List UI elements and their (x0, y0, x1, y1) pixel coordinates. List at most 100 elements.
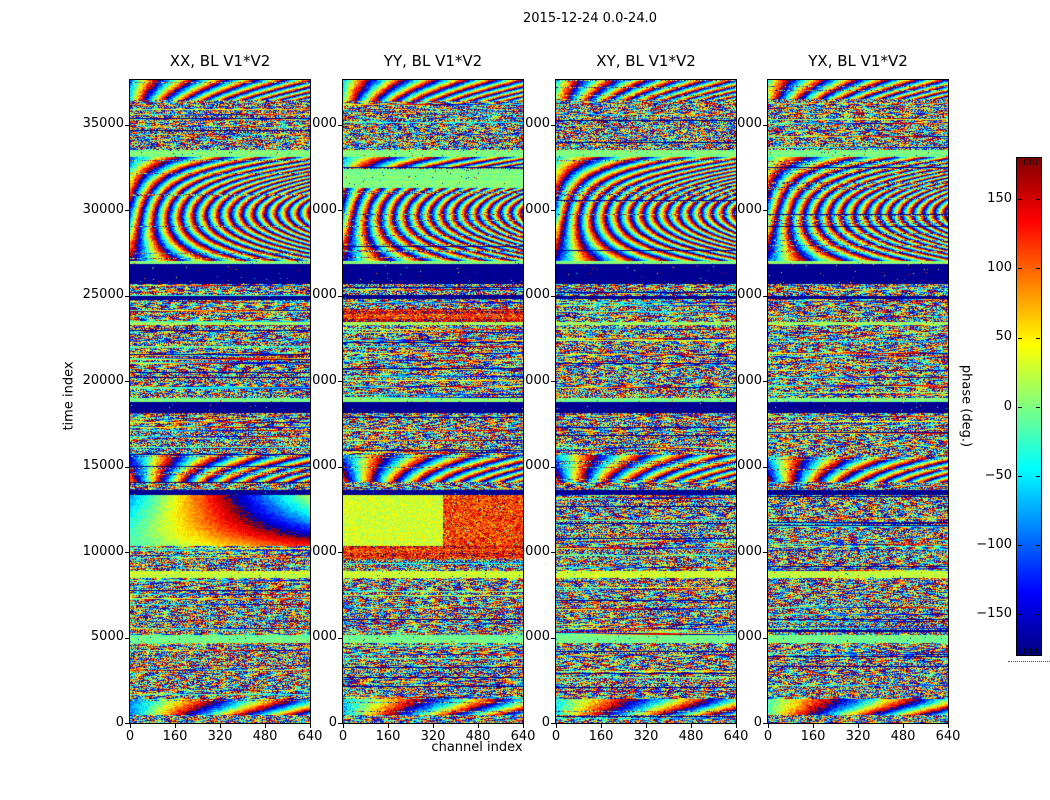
y-tick-label: 10000 (82, 543, 124, 559)
x-tick-mark (310, 724, 311, 728)
y-axis-label: time index (61, 361, 77, 431)
colorbar-tick-label: −50 (984, 467, 1012, 483)
y-tick-mark (763, 210, 767, 211)
panel-title: YY, BL V1*V2 (383, 52, 483, 70)
y-tick-label: 5000 (728, 629, 762, 645)
colorbar-tick-mark (1018, 475, 1022, 477)
y-tick-mark (338, 295, 342, 297)
x-tick-label: 480 (890, 729, 916, 744)
panel-title: XX, BL V1*V2 (169, 52, 271, 70)
y-tick-mark (338, 723, 342, 724)
x-tick-mark (813, 724, 814, 728)
figure-title: 2015-12-24 0.0-24.0 (523, 11, 657, 26)
y-tick-mark (551, 637, 555, 639)
y-tick-mark (125, 210, 129, 211)
panel-axes (129, 79, 311, 724)
x-tick-label: 640 (935, 729, 961, 744)
x-tick-mark (948, 724, 949, 728)
y-tick-mark (338, 637, 342, 639)
colorbar-tick-label: 0 (1003, 398, 1012, 414)
x-tick-mark (646, 724, 647, 728)
x-tick-label: 640 (723, 729, 749, 744)
x-tick-label: 320 (207, 729, 233, 744)
y-tick-label: 30000 (82, 201, 124, 217)
y-tick-label: 15000 (82, 458, 124, 474)
x-tick-label: 160 (800, 729, 826, 744)
x-tick-label: 320 (420, 729, 446, 744)
y-tick-mark (338, 466, 342, 468)
y-tick-label: 5000 (90, 629, 124, 645)
x-axis-label-text: channel index (431, 740, 523, 755)
y-tick-mark (551, 295, 555, 297)
colorbar-label: phase (deg.) (958, 364, 974, 448)
x-tick-label: 160 (588, 729, 614, 744)
y-tick-mark (551, 124, 555, 126)
colorbar-tick-mark (1036, 337, 1040, 339)
heatmap-canvas (343, 80, 523, 723)
heatmap-canvas (768, 80, 948, 723)
y-tick-mark (338, 381, 342, 382)
panel-axes (342, 79, 524, 724)
y-tick-label: 0 (541, 715, 550, 730)
y-tick-mark (338, 552, 342, 553)
x-tick-mark (736, 724, 737, 728)
colorbar-tick-mark (1018, 337, 1022, 339)
y-tick-mark (338, 124, 342, 126)
colorbar-top-hatch-marks (1021, 159, 1037, 165)
colorbar-tick-mark (1018, 199, 1022, 201)
y-tick-label: 20000 (82, 372, 124, 388)
colorbar-tick-label: 150 (987, 191, 1012, 207)
x-tick-mark (556, 724, 557, 728)
y-tick-mark (125, 637, 129, 639)
x-tick-mark (388, 724, 389, 728)
x-tick-label: 480 (252, 729, 278, 744)
colorbar-tick-label: −100 (976, 536, 1012, 552)
x-tick-mark (130, 724, 131, 728)
y-tick-mark (338, 210, 342, 211)
colorbar-tick-label: 100 (987, 260, 1012, 276)
y-tick-mark (763, 552, 767, 553)
y-tick-mark (763, 381, 767, 382)
colorbar-tick-mark (1036, 475, 1040, 477)
panel-title: XY, BL V1*V2 (596, 52, 696, 70)
x-tick-mark (433, 724, 434, 728)
colorbar-tick-mark (1036, 544, 1040, 546)
x-tick-label: 320 (845, 729, 871, 744)
heatmap-canvas (556, 80, 736, 723)
x-tick-label: 640 (510, 729, 536, 744)
colorbar-bottom-hatch-marks (1021, 648, 1037, 654)
x-tick-label: 480 (465, 729, 491, 744)
x-tick-mark (343, 724, 344, 728)
y-tick-mark (125, 124, 129, 126)
x-tick-mark (478, 724, 479, 728)
colorbar-tick-mark (1018, 544, 1022, 546)
colorbar-tick-label: −150 (976, 605, 1012, 621)
y-tick-mark (763, 295, 767, 297)
colorbar-tick-label: 50 (995, 329, 1012, 345)
colorbar-tick-mark (1018, 406, 1022, 408)
x-tick-label: 640 (297, 729, 323, 744)
colorbar-dotted-edge (1008, 661, 1050, 663)
colorbar-tick-mark (1036, 199, 1040, 201)
heatmap-canvas (130, 80, 310, 723)
y-tick-mark (125, 466, 129, 468)
x-tick-mark (523, 724, 524, 728)
x-tick-label: 0 (763, 729, 773, 744)
y-tick-mark (551, 210, 555, 211)
y-tick-mark (763, 723, 767, 724)
y-tick-mark (763, 124, 767, 126)
y-tick-label: 0 (328, 715, 337, 730)
x-tick-label: 160 (162, 729, 188, 744)
x-tick-mark (691, 724, 692, 728)
y-tick-mark (551, 381, 555, 382)
y-tick-label: 35000 (82, 116, 124, 132)
colorbar-tick-mark (1018, 613, 1022, 615)
panel-axes (767, 79, 949, 724)
x-tick-mark (903, 724, 904, 728)
panel-title: YX, BL V1*V2 (808, 52, 908, 70)
x-tick-mark (175, 724, 176, 728)
x-tick-mark (265, 724, 266, 728)
x-tick-label: 0 (551, 729, 561, 744)
colorbar-tick-mark (1036, 613, 1040, 615)
